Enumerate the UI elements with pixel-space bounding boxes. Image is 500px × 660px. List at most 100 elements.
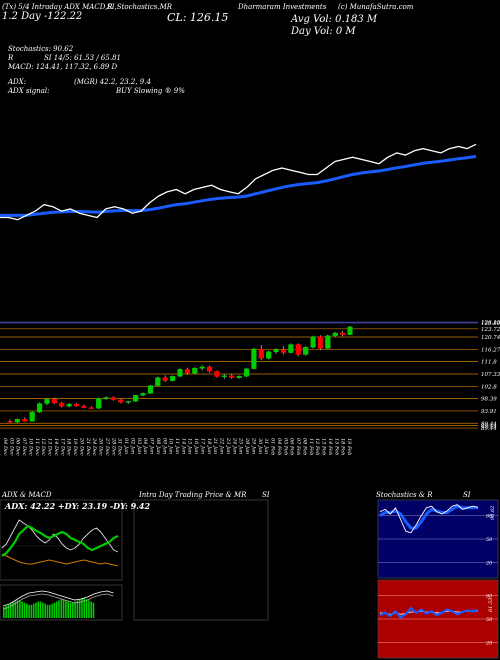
candle-body: [199, 366, 205, 369]
candle-body: [310, 336, 316, 348]
macd-bar: [51, 603, 53, 618]
candle-body: [110, 397, 117, 400]
candle-body: [184, 369, 190, 374]
stoch-d-line: [379, 504, 478, 530]
header-title-mid: SI,Stochastics,MR: [107, 3, 173, 11]
date-label: 21 Jan: [212, 437, 218, 454]
macd-bar: [92, 602, 95, 618]
price-axis-label: 123.72: [481, 327, 500, 333]
macd-bar: [72, 602, 74, 618]
date-label: 29 Jan: [250, 437, 256, 454]
candle-body: [325, 335, 331, 349]
date-label: 19 Dec: [72, 438, 78, 456]
adx-signal-label: ADX signal:: [8, 87, 50, 95]
candle-body: [192, 368, 198, 374]
candle-body: [236, 376, 242, 378]
date-label: 18 Feb: [340, 438, 346, 455]
candle-body: [59, 402, 65, 407]
macd-bar: [85, 599, 88, 618]
price-axis-label: 98.39: [481, 397, 497, 403]
stoch-level-label: 80: [486, 514, 493, 520]
ema-line: [0, 154, 477, 217]
price-axis-label: 89.44: [481, 424, 497, 430]
stoch-level-label: 20: [485, 560, 493, 566]
candle-body: [125, 401, 131, 403]
date-label: 31 Dec: [117, 438, 123, 456]
candle-body: [303, 347, 309, 355]
candle-body: [266, 351, 272, 359]
macd-bar: [23, 602, 26, 618]
date-label: 03 Jan: [136, 438, 142, 454]
date-label: 06 Feb: [289, 438, 295, 455]
date-label: 12 Dec: [40, 438, 46, 456]
date-label: 01 Feb: [270, 438, 276, 455]
price-axis-label: 126.15: [481, 320, 500, 326]
date-label: 28 Jan: [244, 437, 250, 454]
stoch-panel-si: SI: [463, 491, 471, 499]
macd-bar: [26, 603, 28, 618]
candle-body: [118, 399, 124, 403]
day-vol: Day Vol: 0 M: [291, 26, 356, 37]
rsi-level-label: 50: [486, 617, 493, 623]
macd-bar: [42, 602, 44, 618]
date-label: 21 Dec: [85, 437, 91, 456]
date-label: 06 Dec: [15, 438, 21, 456]
date-label: 25 Jan: [238, 437, 244, 454]
candle-body: [88, 407, 94, 409]
candle-body: [140, 393, 146, 396]
date-label: 04 Jan: [142, 438, 148, 454]
candle-body: [51, 398, 57, 404]
date-label: 15 Feb: [333, 438, 339, 455]
date-label: 31 Jan: [263, 438, 269, 454]
macd-bar: [69, 602, 72, 618]
macd-bar: [55, 601, 58, 618]
date-label: 24 Dec: [91, 437, 97, 456]
date-label: 17 Jan: [199, 438, 205, 454]
date-label: 07 Feb: [295, 438, 301, 455]
date-label: 11 Feb: [308, 438, 314, 455]
date-label: 28 Dec: [110, 437, 116, 456]
macd-bar: [60, 599, 63, 618]
date-label: 02 Jan: [129, 438, 135, 454]
date-label: 13 Feb: [321, 438, 327, 455]
price-line: [0, 143, 477, 221]
candle-body: [273, 349, 279, 352]
macd-bar: [90, 601, 92, 618]
candle-body: [29, 411, 35, 422]
candle-body: [73, 403, 80, 407]
adx-main-line: [1, 524, 119, 557]
date-label: 14 Feb: [327, 438, 333, 455]
candle-body: [66, 403, 72, 407]
rsi-line: [379, 606, 479, 619]
date-label: 11 Dec: [34, 438, 40, 456]
macd-bar: [32, 603, 35, 618]
candle-body: [81, 405, 87, 408]
candle-body: [214, 371, 220, 377]
macd-bar: [88, 600, 90, 618]
macd-bar: [19, 600, 21, 618]
price-axis-label: 89.44: [481, 426, 497, 432]
rsi-right-label: 61.53: [488, 598, 494, 612]
macd-bar: [65, 600, 67, 618]
date-label: 08 Jan: [155, 438, 161, 454]
date-label: 16 Jan: [193, 438, 199, 454]
candle-body: [251, 348, 257, 370]
rsi-level-label: 80: [486, 594, 493, 600]
candle-body: [243, 368, 250, 377]
rsi-level-label: 20: [485, 640, 493, 646]
date-label: 20 Dec: [78, 437, 84, 456]
macd-bar: [7, 604, 10, 618]
price-axis-label: 107.33: [481, 372, 500, 378]
date-label: 07 Dec: [21, 438, 27, 456]
intraday-panel: [133, 499, 269, 621]
candle-body: [177, 369, 183, 377]
stoch-right-label: 90.62: [490, 506, 496, 520]
macd-bar: [16, 600, 19, 618]
macd-bar: [12, 602, 14, 618]
macd-bar: [78, 599, 81, 618]
macd-bar: [83, 598, 86, 618]
adx-values: (MGR) 42.2, 23.2, 9.4: [74, 78, 151, 86]
candle-body: [340, 332, 346, 335]
avg-vol: Avg Vol: 0.183 M: [291, 14, 378, 25]
date-label: 26 Dec: [98, 437, 104, 456]
